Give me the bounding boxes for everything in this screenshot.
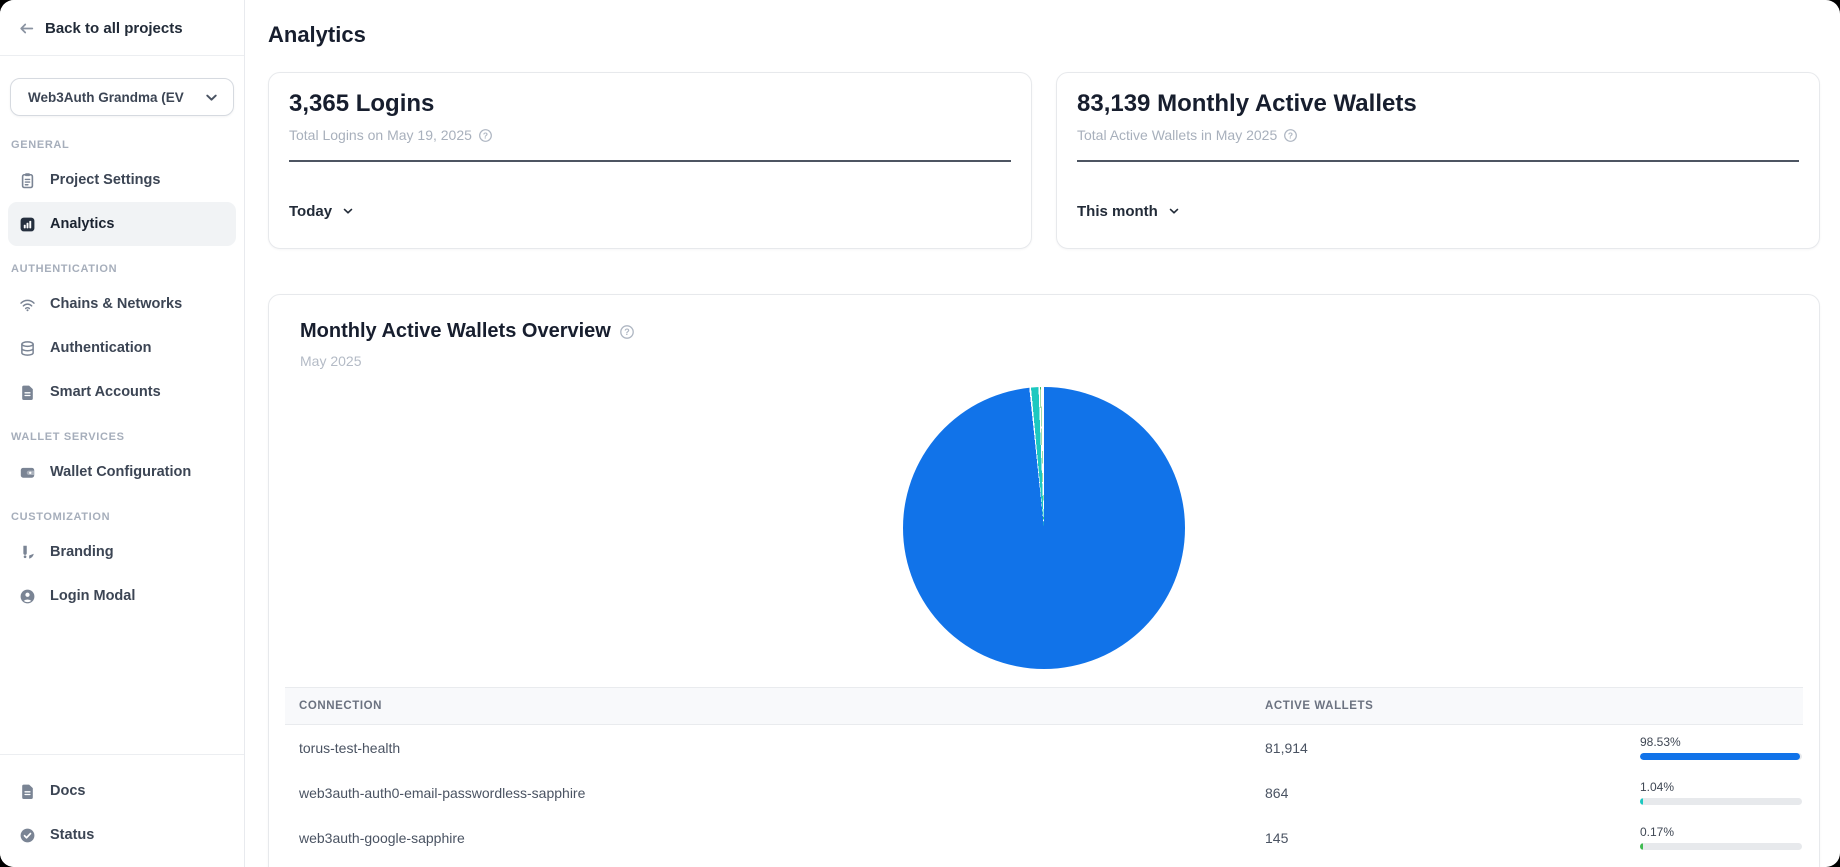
sidebar-item-label: Login Modal: [50, 588, 136, 604]
stat-card-divider: [1077, 160, 1799, 162]
help-circle-icon[interactable]: ?: [478, 128, 493, 143]
arrow-left-icon: [20, 23, 34, 34]
percent-bar: [1640, 753, 1802, 760]
docs-icon: [22, 784, 33, 799]
range-dropdown-value: Today: [289, 202, 333, 220]
page-title: Analytics: [268, 22, 366, 47]
sidebar-item-project-settings[interactable]: Project Settings: [8, 158, 236, 202]
sidebar-item-authentication[interactable]: Authentication: [8, 326, 236, 370]
sidebar-item-analytics[interactable]: Analytics: [8, 202, 236, 246]
maw-stat-card: 83,139 Monthly Active Wallets Total Acti…: [1056, 72, 1820, 249]
back-link-label: Back to all projects: [45, 20, 183, 37]
range-dropdown-value: This month: [1077, 202, 1158, 220]
percent-cell: 0.17%: [1640, 825, 1820, 850]
sidebar-item-chains-networks[interactable]: Chains & Networks: [8, 282, 236, 326]
connections-table: CONNECTION ACTIVE WALLETS torus-test-hea…: [285, 687, 1803, 860]
active-wallets-pie-chart[interactable]: [903, 387, 1185, 669]
section-label-customization: CUSTOMIZATION: [11, 511, 111, 523]
connection-name: torus-test-health: [299, 739, 401, 756]
section-label-general: GENERAL: [11, 139, 70, 151]
percent-label: 98.53%: [1640, 735, 1681, 749]
help-circle-icon[interactable]: ?: [619, 324, 635, 340]
sidebar-nav: GENERAL Project Settings Analytics AUTHE…: [0, 116, 244, 754]
column-header-connection: CONNECTION: [299, 700, 383, 712]
sidebar-item-status[interactable]: Status: [8, 813, 236, 857]
sidebar-item-label: Chains & Networks: [50, 296, 183, 312]
logins-stat-value: 3,365 Logins: [289, 90, 435, 117]
percent-label: 0.17%: [1640, 825, 1675, 839]
sidebar-item-label: Analytics: [50, 216, 115, 232]
database-icon: [21, 340, 34, 356]
project-selector-value: Web3Auth Grandma (EV: [28, 89, 184, 105]
section-label-wallet-services: WALLET SERVICES: [11, 431, 125, 443]
connection-name: web3auth-google-sapphire: [299, 829, 465, 846]
svg-text:?: ?: [624, 327, 630, 337]
main-content: Analytics 3,365 Logins Total Logins on M…: [245, 0, 1840, 867]
sidebar: Back to all projects Web3Auth Grandma (E…: [0, 0, 245, 867]
active-wallets-count: 81,914: [1265, 739, 1308, 756]
monthly-active-wallets-overview-card: Monthly Active Wallets Overview ? May 20…: [268, 294, 1820, 867]
maw-stat-value: 83,139 Monthly Active Wallets: [1077, 90, 1417, 117]
svg-text:?: ?: [483, 130, 488, 140]
table-row[interactable]: web3auth-auth0-email-passwordless-sapphi…: [285, 770, 1803, 815]
sidebar-item-label: Branding: [50, 544, 114, 560]
sidebar-footer: Docs Status: [0, 754, 244, 867]
sidebar-item-label: Docs: [50, 783, 86, 799]
column-header-active-wallets: ACTIVE WALLETS: [1265, 700, 1374, 712]
file-icon: [22, 385, 33, 400]
sidebar-divider: [0, 55, 244, 56]
sidebar-item-label: Status: [50, 827, 95, 843]
logins-range-dropdown[interactable]: Today: [289, 203, 355, 220]
wifi-icon: [20, 299, 35, 311]
stat-card-divider: [289, 160, 1011, 162]
project-selector[interactable]: Web3Auth Grandma (EV: [10, 78, 234, 116]
percent-bar: [1640, 843, 1802, 850]
sidebar-item-login-modal[interactable]: Login Modal: [8, 574, 236, 618]
svg-text:?: ?: [1288, 130, 1293, 140]
sidebar-item-label: Project Settings: [50, 172, 161, 188]
chevron-down-icon: [1169, 208, 1179, 214]
analytics-icon: [20, 217, 35, 231]
brush-icon: [23, 545, 34, 559]
check-circle-icon: [20, 828, 35, 842]
chevron-down-icon: [343, 208, 353, 214]
maw-range-dropdown[interactable]: This month: [1077, 203, 1181, 220]
help-circle-icon[interactable]: ?: [1283, 128, 1298, 143]
logins-stat-card: 3,365 Logins Total Logins on May 19, 202…: [268, 72, 1032, 249]
table-header-row: CONNECTION ACTIVE WALLETS: [285, 687, 1803, 725]
sidebar-item-wallet-configuration[interactable]: Wallet Configuration: [8, 450, 236, 494]
sidebar-item-label: Smart Accounts: [50, 384, 161, 400]
connection-name: web3auth-auth0-email-passwordless-sapphi…: [299, 784, 586, 801]
percent-cell: 1.04%: [1640, 780, 1820, 805]
overview-title: Monthly Active Wallets Overview: [300, 320, 611, 342]
percent-bar: [1640, 798, 1802, 805]
user-circle-icon: [20, 589, 35, 603]
sidebar-item-label: Authentication: [50, 340, 152, 356]
back-to-projects-link[interactable]: Back to all projects: [0, 0, 244, 55]
sidebar-item-docs[interactable]: Docs: [8, 769, 236, 813]
sidebar-item-label: Wallet Configuration: [50, 464, 192, 480]
section-label-authentication: AUTHENTICATION: [11, 263, 118, 275]
clipboard-icon: [21, 172, 34, 188]
wallet-icon: [20, 467, 35, 478]
active-wallets-count: 145: [1265, 829, 1289, 846]
logins-stat-subtitle: Total Logins on May 19, 2025: [289, 127, 472, 143]
overview-subtitle: May 2025: [300, 353, 362, 369]
stat-cards-row: 3,365 Logins Total Logins on May 19, 202…: [268, 72, 1820, 249]
maw-stat-subtitle: Total Active Wallets in May 2025: [1077, 127, 1278, 143]
sidebar-item-smart-accounts[interactable]: Smart Accounts: [8, 370, 236, 414]
pie-chart-area: [285, 369, 1803, 687]
percent-cell: 98.53%: [1640, 735, 1820, 760]
sidebar-item-branding[interactable]: Branding: [8, 530, 236, 574]
active-wallets-count: 864: [1265, 784, 1289, 801]
percent-label: 1.04%: [1640, 780, 1675, 794]
table-row[interactable]: torus-test-health 81,914 98.53%: [285, 725, 1803, 770]
chevron-down-icon: [206, 94, 217, 101]
table-row[interactable]: web3auth-google-sapphire 145 0.17%: [285, 815, 1803, 860]
